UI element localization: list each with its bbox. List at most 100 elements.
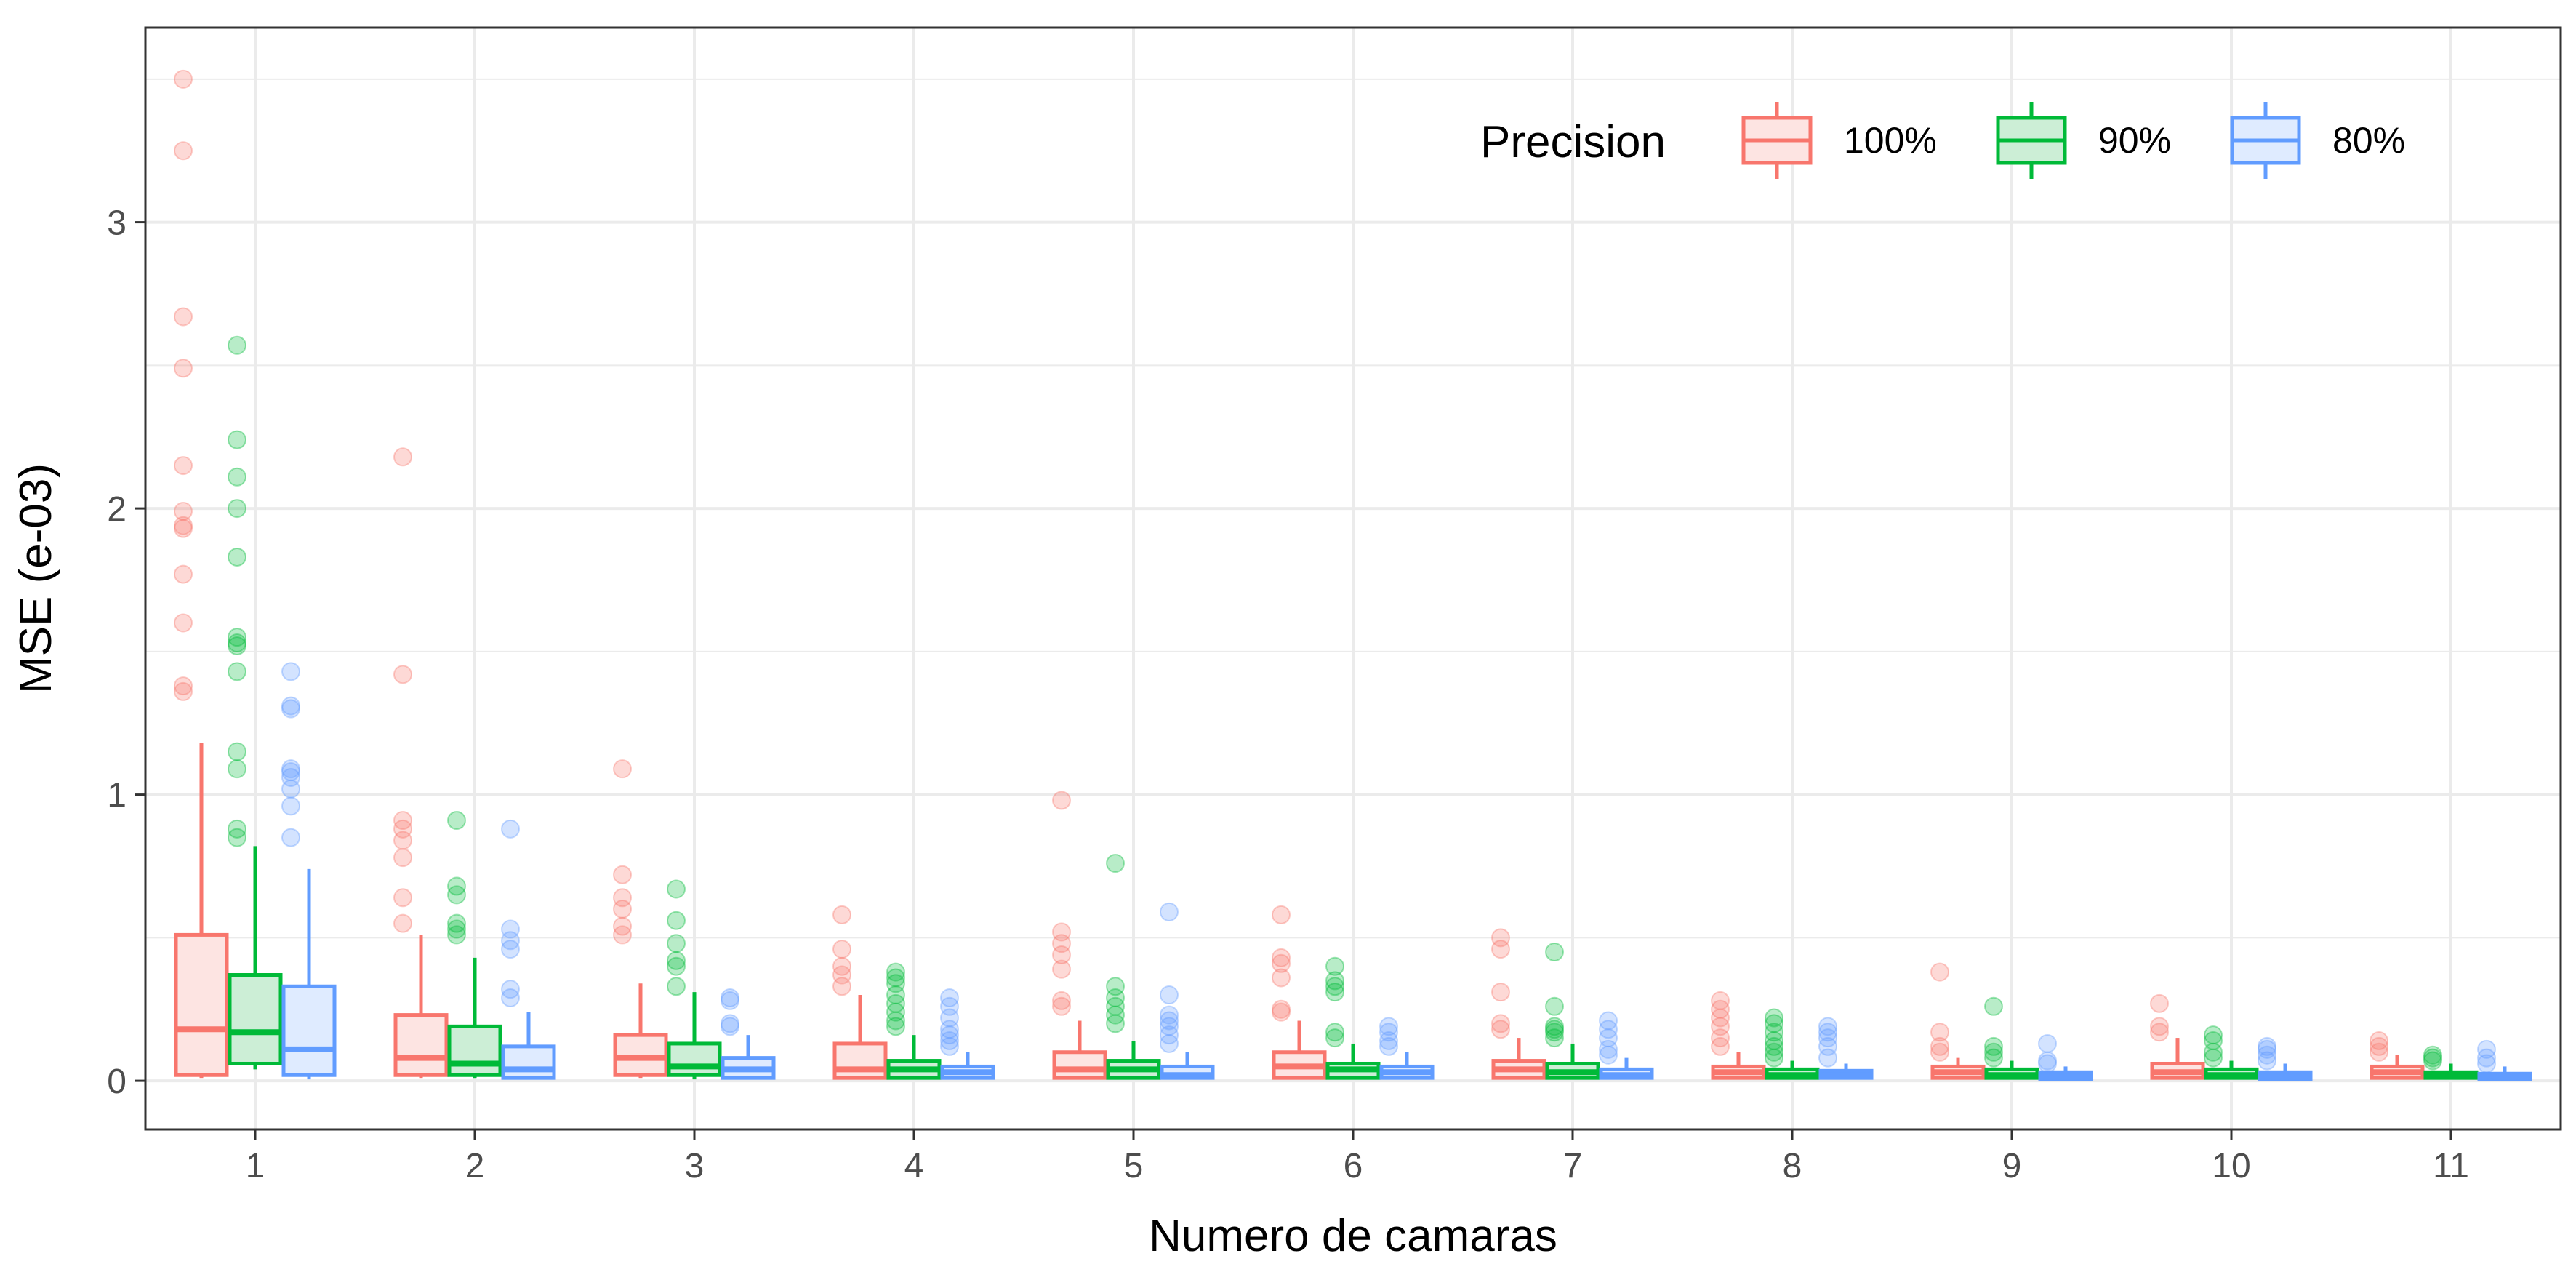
- outlier-point: [1052, 991, 1071, 1010]
- outlier-point: [1599, 1045, 1618, 1065]
- outlier-point: [1545, 996, 1564, 1016]
- x-tick-label: 5: [1124, 1147, 1144, 1185]
- outlier-point: [501, 931, 520, 951]
- outlier-point: [1765, 1008, 1783, 1028]
- outlier-point: [393, 831, 412, 850]
- outlier-point: [228, 636, 246, 655]
- outlier-point: [1379, 1017, 1398, 1036]
- outlier-point: [721, 1017, 739, 1036]
- outlier-point: [1160, 1033, 1179, 1053]
- outlier-point: [393, 811, 412, 831]
- outlier-point: [1491, 1014, 1510, 1033]
- outlier-point: [1711, 991, 1730, 1010]
- outlier-point: [613, 900, 632, 919]
- outlier-point: [1711, 1036, 1730, 1056]
- outlier-point: [667, 879, 686, 899]
- box: [832, 1041, 888, 1080]
- boxplot-series: [174, 69, 2532, 1081]
- box-group: [174, 69, 229, 1079]
- outlier-point: [1052, 922, 1071, 942]
- outlier-point: [501, 819, 520, 839]
- outlier-point: [667, 977, 686, 996]
- x-axis: 1 2 3 4 5 6 7 8 9 10 11: [246, 1129, 2469, 1185]
- legend-title: Precision: [1480, 117, 1666, 167]
- outlier-point: [1272, 968, 1291, 988]
- outlier-point: [886, 1017, 905, 1036]
- x-tick-label: 10: [2212, 1147, 2250, 1185]
- outlier-point: [174, 307, 193, 327]
- outlier-point: [1052, 791, 1071, 810]
- x-tick-label: 3: [685, 1147, 705, 1185]
- box-group: [1106, 854, 1161, 1080]
- y-tick-label: 2: [107, 490, 127, 529]
- x-tick-label: 11: [2433, 1147, 2469, 1185]
- x-tick-label: 4: [904, 1147, 924, 1185]
- outlier-point: [1325, 1023, 1344, 1042]
- outlier-point: [1272, 948, 1291, 967]
- outlier-point: [832, 905, 851, 924]
- outlier-point: [1272, 905, 1291, 924]
- box-group: [613, 759, 668, 1079]
- outlier-point: [1052, 959, 1071, 979]
- outlier-point: [1984, 996, 2003, 1016]
- outlier-point: [613, 865, 632, 884]
- outlier-point: [2258, 1036, 2276, 1056]
- outlier-point: [1325, 1028, 1344, 1048]
- box-group: [501, 819, 556, 1080]
- outlier-point: [1599, 1028, 1618, 1048]
- outlier-point: [2258, 1045, 2276, 1065]
- outlier-point: [1106, 1005, 1125, 1025]
- outlier-point: [2150, 993, 2169, 1013]
- box-group: [2477, 1039, 2532, 1081]
- outlier-point: [1272, 1002, 1291, 1022]
- outlier-point: [2038, 1033, 2057, 1053]
- outlier-point: [281, 767, 300, 787]
- y-axis: 0 1 2 3: [107, 204, 145, 1101]
- box-group: [2370, 1031, 2425, 1080]
- outlier-point: [1106, 1014, 1125, 1033]
- outlier-point: [1106, 854, 1125, 873]
- major-gridlines: [145, 28, 2561, 1129]
- outlier-point: [1545, 1017, 1564, 1036]
- box: [447, 1024, 502, 1077]
- outlier-point: [174, 502, 193, 521]
- box-group: [940, 988, 995, 1080]
- outlier-point: [281, 699, 300, 719]
- outlier-point: [667, 956, 686, 976]
- outlier-point: [1052, 934, 1071, 953]
- outlier-point: [447, 925, 466, 945]
- outlier-point: [1818, 1036, 1837, 1056]
- legend-label: 100%: [1844, 120, 1937, 161]
- outlier-point: [1765, 1014, 1783, 1033]
- x-tick-label: 9: [2002, 1147, 2022, 1185]
- outlier-point: [940, 1036, 959, 1056]
- outlier-point: [1818, 1048, 1837, 1068]
- outlier-point: [1325, 956, 1344, 976]
- box-group: [228, 335, 283, 1070]
- outlier-point: [1491, 928, 1510, 948]
- outlier-point: [1711, 1008, 1730, 1028]
- outlier-point: [501, 988, 520, 1007]
- y-axis-title: MSE (e-03): [11, 463, 61, 694]
- outlier-point: [2477, 1048, 2496, 1068]
- outlier-point: [667, 934, 686, 953]
- outlier-point: [2370, 1031, 2388, 1051]
- outlier-point: [281, 828, 300, 847]
- box-group: [1379, 1017, 1435, 1080]
- outlier-point: [2477, 1039, 2496, 1059]
- outlier-point: [174, 141, 193, 161]
- outlier-point: [447, 919, 466, 939]
- outlier-point: [393, 819, 412, 839]
- box-group: [1984, 996, 2039, 1080]
- outlier-point: [447, 885, 466, 905]
- outlier-point: [228, 742, 246, 761]
- outlier-point: [1491, 940, 1510, 959]
- outlier-point: [832, 977, 851, 996]
- outlier-point: [1325, 983, 1344, 1002]
- outlier-point: [1818, 1023, 1837, 1042]
- box-group: [667, 879, 722, 1080]
- outlier-point: [393, 888, 412, 908]
- outlier-point: [174, 564, 193, 584]
- box: [667, 1041, 722, 1077]
- outlier-point: [1984, 1042, 2003, 1062]
